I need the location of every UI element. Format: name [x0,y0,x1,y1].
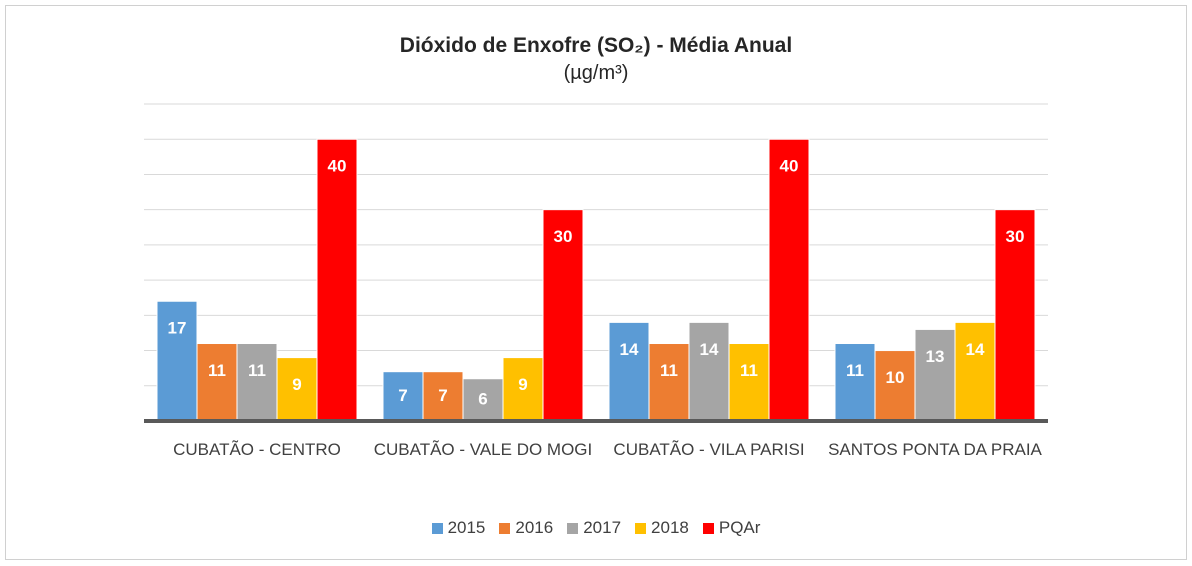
chart: Dióxido de Enxofre (SO₂) - Média Anual (… [5,5,1187,560]
legend-label: PQAr [718,518,761,537]
legend-item: 2017 [567,518,621,538]
plot: 17 11 11 9 40 7 7 6 9 30 14 11 14 11 40 11 10 13 14 30 [144,103,1048,423]
bar [196,343,238,422]
legend-item: 2018 [635,518,689,538]
bar [608,321,650,422]
bar [768,138,810,422]
legend-swatch [635,522,647,534]
bar [994,209,1036,422]
value-label: 40 [328,157,347,176]
x-tick-label: CUBATÃO - CENTRO [173,440,341,459]
legend-swatch [567,522,579,534]
bar [542,209,584,422]
value-label: 11 [660,361,678,380]
legend-swatch [702,522,714,534]
legend-item: 2015 [431,518,486,538]
bar [728,343,770,422]
legend: 2015 2016 2017 2018 PQAr [6,518,1186,538]
value-label: 14 [966,340,985,359]
legend-item: PQAr [702,518,761,538]
value-label: 10 [886,368,905,387]
value-label: 30 [1006,227,1025,246]
bar [316,138,358,422]
legend-label: 2015 [447,518,486,537]
bar [954,321,996,422]
bar [648,343,690,422]
legend-label: 2017 [583,518,622,537]
chart-subtitle: (µg/m³) [563,62,629,84]
value-label: 11 [208,361,226,380]
value-label: 9 [518,375,527,394]
x-tick-label: CUBATÃO - VALE DO MOGI [373,440,593,459]
bar [688,321,730,422]
value-label: 6 [478,389,487,408]
value-label: 7 [398,386,407,405]
value-label: 9 [292,375,301,394]
value-label: 14 [620,340,639,359]
bar [502,357,544,422]
value-label: 11 [248,361,266,380]
value-label: 11 [846,361,864,380]
value-label: 13 [926,347,945,366]
bar [834,343,876,422]
legend-swatch [499,522,511,534]
legend-label: 2018 [651,518,689,537]
value-label: 30 [554,227,573,246]
chart-title: Dióxido de Enxofre (SO₂) - Média Anual [399,34,793,57]
legend-item: 2016 [499,518,553,538]
legend-swatch [431,522,443,534]
x-tick-label: SANTOS PONTA DA PRAIA [828,440,1042,459]
bar [874,350,916,422]
x-tick-label: CUBATÃO - VILA PARISI [613,440,805,459]
bar [914,328,956,422]
value-label: 17 [168,319,187,338]
value-label: 7 [438,386,447,405]
bar [236,343,278,422]
value-label: 11 [740,361,758,380]
value-label: 14 [700,340,719,359]
value-label: 40 [780,157,799,176]
legend-label: 2016 [515,518,554,537]
